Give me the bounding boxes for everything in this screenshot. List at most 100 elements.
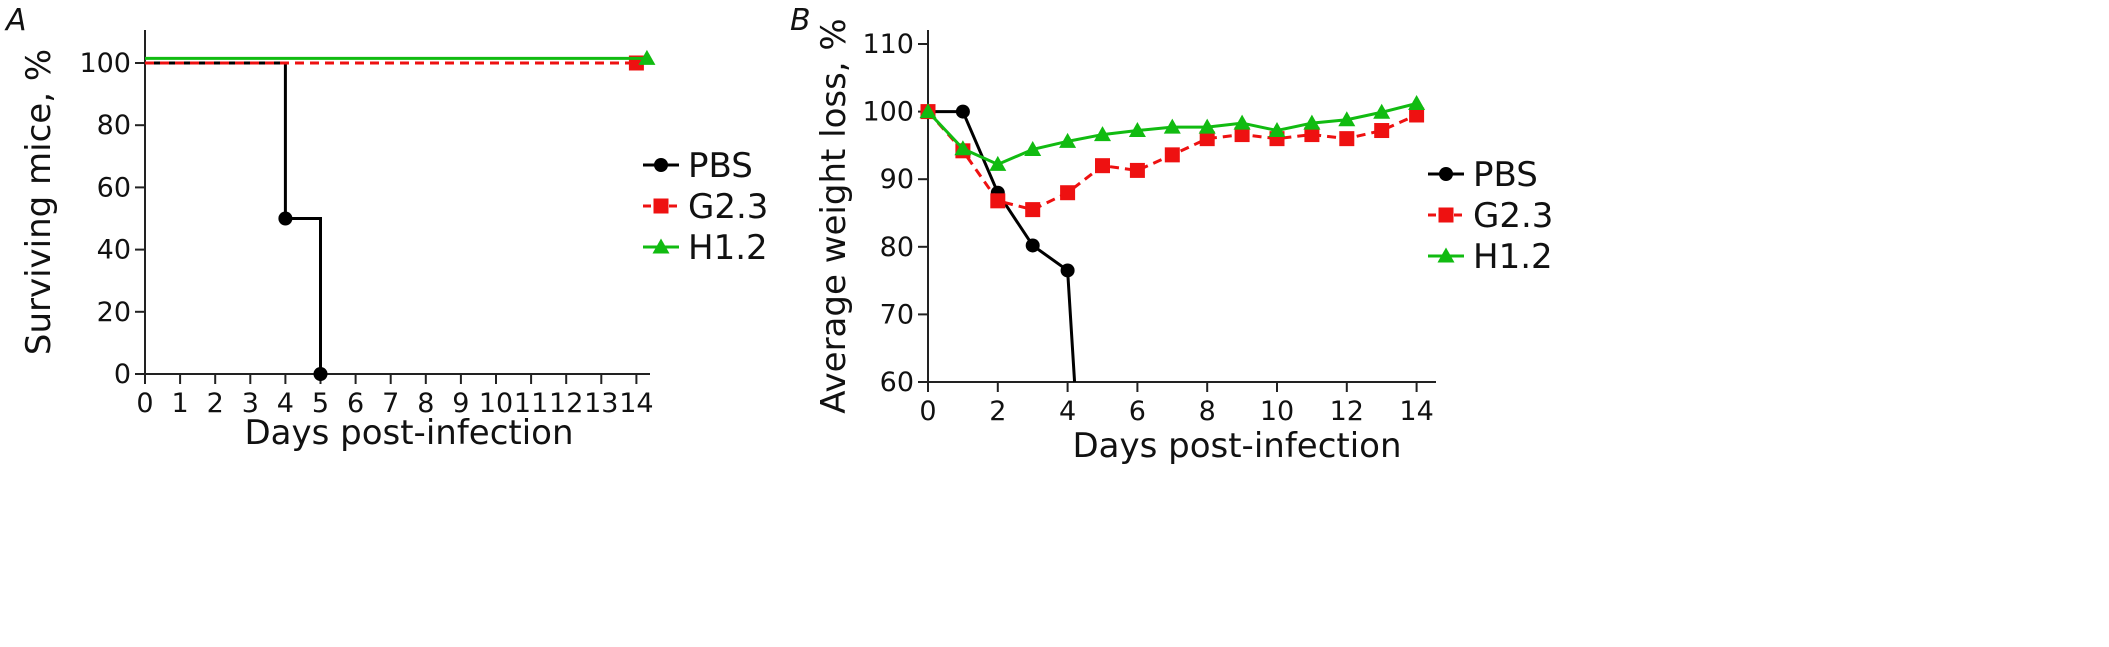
legend-swatch-marker <box>654 158 668 172</box>
data-point <box>1024 140 1042 156</box>
x-tick-label: 12 <box>1330 396 1364 427</box>
x-tick-label: 3 <box>242 388 259 419</box>
x-tick-label: 10 <box>479 388 513 419</box>
y-tick-label: 80 <box>97 110 131 141</box>
legend-swatch-marker <box>1439 167 1453 181</box>
data-point <box>1095 158 1110 174</box>
y-tick-label: 20 <box>97 297 131 328</box>
y-tick-label: 100 <box>862 97 914 128</box>
legend-item: H1.2 <box>643 228 768 268</box>
data-point <box>1374 123 1390 139</box>
legend-swatch-marker <box>1438 207 1454 223</box>
series-h1-2 <box>919 94 1426 171</box>
data-point <box>1409 107 1425 123</box>
x-tick-label: 13 <box>584 388 618 419</box>
x-tick-label: 8 <box>1199 396 1216 427</box>
data-point <box>1338 111 1356 127</box>
legend-label: H1.2 <box>688 228 768 268</box>
x-tick-label: 4 <box>1059 396 1076 427</box>
data-point <box>1128 122 1146 138</box>
legend-label: PBS <box>688 146 753 186</box>
y-tick-label: 40 <box>97 235 131 266</box>
data-point <box>1199 131 1215 147</box>
x-tick-label: 9 <box>452 388 469 419</box>
y-tick-label: 110 <box>862 29 914 60</box>
data-point <box>638 49 656 65</box>
y-tick-label: 90 <box>880 164 914 195</box>
data-point <box>1234 127 1250 143</box>
panel-letter: B <box>790 3 811 38</box>
data-point <box>1059 132 1077 148</box>
legend-swatch-marker <box>653 198 669 214</box>
x-axis-title: Days post-infection <box>1072 426 1401 466</box>
y-tick-label: 60 <box>97 172 131 203</box>
data-point <box>954 140 972 156</box>
legend-label: H1.2 <box>1473 237 1553 277</box>
x-tick-label: 5 <box>312 388 329 419</box>
legend-swatch-marker <box>1437 247 1455 263</box>
data-point <box>1233 114 1251 130</box>
data-point <box>1025 202 1041 218</box>
data-point <box>1304 127 1320 143</box>
data-point <box>1303 114 1321 130</box>
x-tick-label: 14 <box>1399 396 1433 427</box>
y-tick-label: 70 <box>880 299 914 330</box>
x-axis-title: Days post-infection <box>244 413 573 453</box>
data-point <box>1129 162 1145 178</box>
data-point <box>1408 94 1426 110</box>
data-point <box>990 193 1006 209</box>
x-tick-label: 14 <box>619 388 653 419</box>
x-tick-label: 0 <box>919 396 936 427</box>
legend-label: PBS <box>1473 155 1538 195</box>
x-tick-label: 1 <box>172 388 189 419</box>
x-tick-label: 10 <box>1260 396 1294 427</box>
data-point <box>278 211 293 226</box>
series-line <box>928 110 1077 383</box>
legend-item: H1.2 <box>1428 237 1553 277</box>
data-point <box>1025 238 1040 253</box>
panel-letter: A <box>4 3 27 38</box>
x-tick-label: 6 <box>1129 396 1146 427</box>
y-axis-title: Average weight loss, % <box>814 18 854 413</box>
x-tick-label: 7 <box>382 388 399 419</box>
x-tick-label: 0 <box>136 388 153 419</box>
data-point <box>1164 147 1180 163</box>
legend-label: G2.3 <box>1473 196 1553 236</box>
y-tick-label: 80 <box>880 232 914 263</box>
y-tick-label: 60 <box>880 367 914 398</box>
data-point <box>1373 103 1391 119</box>
legend-item: PBS <box>643 146 753 186</box>
x-tick-label: 6 <box>347 388 364 419</box>
data-point <box>989 155 1007 171</box>
y-tick-label: 100 <box>79 48 131 79</box>
y-tick-label: 0 <box>114 359 131 390</box>
series-g2-3 <box>920 104 1425 218</box>
x-tick-label: 11 <box>514 388 548 419</box>
data-point <box>313 367 328 381</box>
x-tick-label: 12 <box>549 388 583 419</box>
series-h1-2 <box>145 49 656 65</box>
data-point <box>1268 122 1286 138</box>
x-tick-label: 2 <box>989 396 1006 427</box>
legend-item: G2.3 <box>1428 196 1553 236</box>
data-point <box>1339 131 1355 147</box>
data-point <box>1060 263 1075 278</box>
x-tick-label: 4 <box>277 388 294 419</box>
legend-item: PBS <box>1428 155 1538 195</box>
data-point <box>1163 118 1181 134</box>
series-pbs <box>145 61 328 381</box>
legend-item: G2.3 <box>643 187 768 227</box>
data-point <box>1094 126 1111 142</box>
data-point <box>955 104 970 119</box>
legend-swatch-marker <box>652 238 670 254</box>
x-tick-label: 8 <box>417 388 434 419</box>
data-point <box>1060 185 1076 201</box>
data-point <box>919 103 937 119</box>
legend-label: G2.3 <box>688 187 768 227</box>
data-point <box>1198 118 1216 134</box>
